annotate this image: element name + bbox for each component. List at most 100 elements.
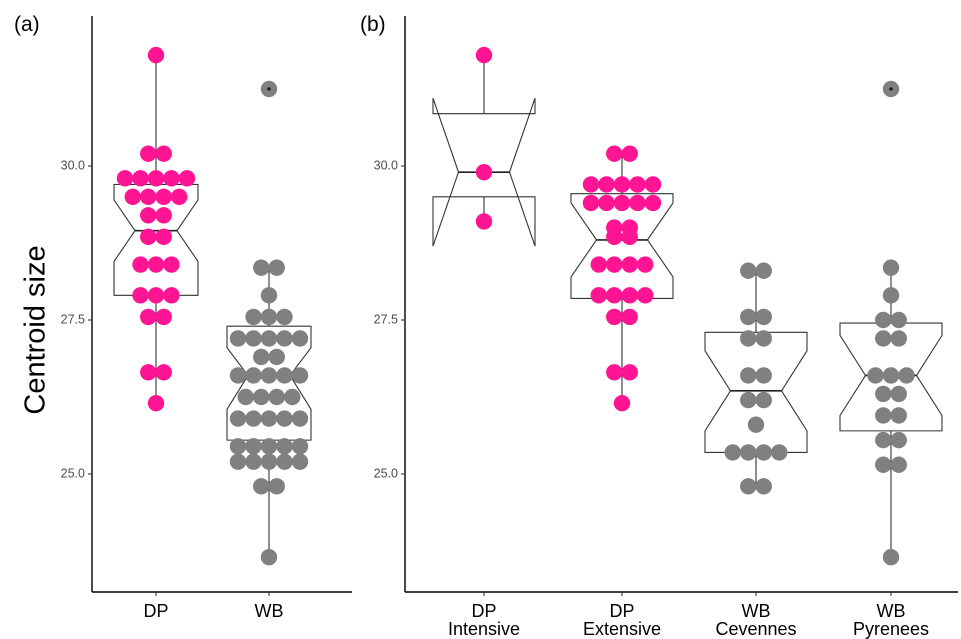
data-point	[740, 444, 757, 461]
data-point	[613, 394, 631, 412]
data-point	[253, 388, 270, 406]
data-point	[606, 145, 623, 162]
data-point	[755, 444, 772, 461]
data-point	[755, 367, 772, 384]
data-point	[621, 145, 638, 162]
data-point	[178, 170, 196, 187]
x-tick-label: Pyrenees	[853, 619, 929, 639]
data-point	[132, 170, 149, 187]
data-point	[875, 385, 892, 403]
data-point	[606, 228, 623, 246]
x-tick-label: DP	[609, 601, 634, 621]
data-point	[253, 259, 270, 276]
data-point	[582, 176, 600, 193]
data-point	[276, 453, 293, 470]
data-point	[755, 262, 772, 279]
data-point	[291, 438, 309, 455]
data-point	[171, 188, 188, 205]
data-point	[606, 287, 623, 304]
x-tick-label: Extensive	[583, 619, 661, 639]
data-point	[629, 194, 646, 212]
data-point	[155, 145, 172, 162]
data-point	[582, 194, 600, 212]
data-point	[132, 256, 149, 273]
data-point	[637, 287, 654, 304]
data-point	[132, 287, 149, 304]
data-point	[245, 367, 262, 384]
data-point	[740, 330, 757, 347]
data-point	[740, 262, 757, 279]
data-point	[291, 410, 309, 427]
data-point	[268, 348, 285, 366]
data-point	[229, 438, 247, 455]
data-point	[755, 330, 772, 347]
data-point	[140, 145, 157, 162]
notched-box	[570, 193, 674, 299]
y-tick-label: 30.0	[374, 158, 398, 172]
data-point	[163, 256, 180, 273]
data-point	[621, 364, 638, 381]
x-tick-label: WB	[255, 601, 284, 621]
x-tick-label: DP	[471, 601, 496, 621]
data-point	[882, 259, 900, 276]
data-point	[284, 388, 301, 406]
data-point	[124, 188, 141, 205]
data-point	[245, 410, 262, 427]
data-point	[755, 478, 772, 495]
data-point	[644, 194, 662, 212]
data-point	[740, 478, 757, 495]
data-point	[260, 548, 278, 566]
notched-box	[704, 331, 808, 453]
outlier-marker	[889, 87, 893, 91]
data-point	[229, 453, 247, 470]
data-point	[882, 367, 900, 384]
data-point	[875, 330, 892, 347]
y-axis-title: Centroid size	[20, 245, 52, 414]
data-point	[116, 170, 134, 187]
data-point	[268, 259, 285, 276]
notched-box	[226, 325, 312, 441]
data-point	[155, 188, 172, 205]
data-point	[740, 391, 757, 409]
data-point	[890, 330, 907, 347]
data-point	[147, 394, 165, 412]
data-point	[475, 213, 493, 230]
data-point	[163, 170, 180, 187]
data-point	[245, 330, 262, 347]
data-point	[606, 308, 623, 326]
x-tick-label: Cevennes	[715, 619, 796, 639]
data-point	[140, 188, 157, 205]
data-point	[140, 308, 157, 326]
data-point	[755, 308, 772, 326]
data-point	[291, 367, 309, 384]
data-point	[229, 330, 247, 347]
data-point	[253, 348, 270, 366]
data-point	[260, 308, 278, 326]
notched-box	[432, 98, 536, 247]
data-point	[740, 367, 757, 384]
data-point	[475, 163, 493, 181]
panel-b: 25.027.530.0DPIntensiveDPExtensiveWBCeve…	[374, 16, 958, 639]
data-point	[245, 308, 262, 326]
data-point	[882, 548, 900, 566]
data-point	[621, 228, 638, 246]
data-point	[147, 287, 165, 304]
data-point	[147, 256, 165, 273]
data-point	[875, 311, 892, 329]
data-point	[245, 438, 262, 455]
outlier-marker	[267, 87, 271, 91]
y-tick-label: 27.5	[61, 312, 85, 326]
data-point	[644, 176, 662, 193]
data-point	[268, 478, 285, 495]
x-tick-label: WB	[742, 601, 771, 621]
data-point	[260, 330, 278, 347]
x-tick-label: Intensive	[448, 619, 520, 639]
data-point	[229, 410, 247, 427]
notched-box	[113, 183, 199, 296]
x-tick-label: DP	[143, 601, 168, 621]
data-point	[155, 207, 172, 224]
data-point	[140, 207, 157, 224]
data-point	[590, 287, 607, 304]
data-point	[637, 256, 654, 273]
